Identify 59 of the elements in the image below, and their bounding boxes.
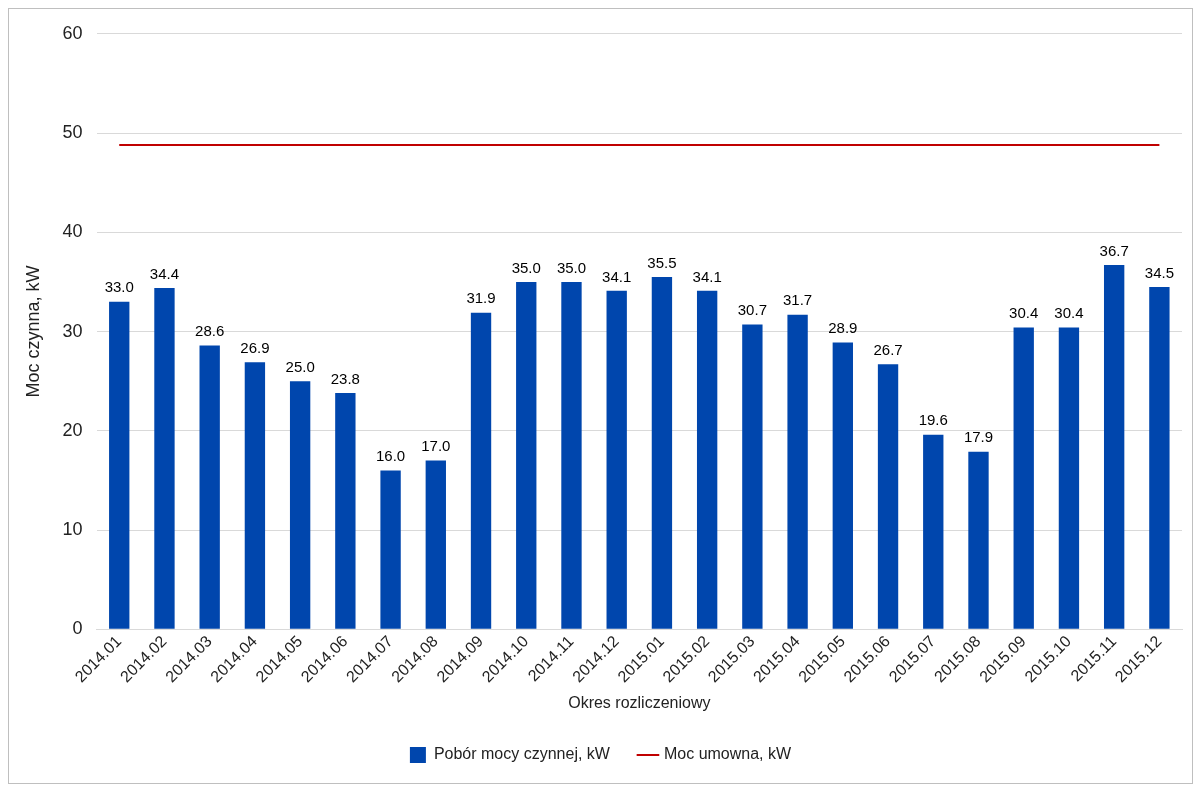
data-label: 34.1 xyxy=(602,267,632,285)
data-label: 34.5 xyxy=(1144,263,1174,281)
bar xyxy=(1103,265,1125,629)
data-label: 35.0 xyxy=(511,258,541,276)
bar xyxy=(787,314,808,629)
data-label: 23.8 xyxy=(330,369,360,387)
data-label: 35.5 xyxy=(647,253,677,271)
data-label: 16.0 xyxy=(375,447,406,465)
bar xyxy=(335,393,356,629)
bar xyxy=(923,434,944,629)
bar xyxy=(561,281,582,629)
bar xyxy=(1013,327,1034,629)
bar xyxy=(109,301,130,629)
data-label: 31.7 xyxy=(782,291,813,309)
bar xyxy=(470,312,492,629)
data-label: 17.0 xyxy=(421,437,451,455)
bar xyxy=(832,342,853,629)
data-label: 25.0 xyxy=(285,357,315,375)
data-label: 26.7 xyxy=(873,340,903,358)
y-tick-label: 0 xyxy=(72,618,83,639)
data-label: 33.0 xyxy=(104,278,134,296)
bar xyxy=(289,381,311,629)
bar xyxy=(968,451,989,629)
bar xyxy=(380,470,401,629)
bar xyxy=(425,460,446,629)
y-tick-label: 10 xyxy=(62,519,83,540)
bar xyxy=(1058,327,1080,629)
y-tick-label: 30 xyxy=(62,320,83,341)
bar xyxy=(154,287,175,629)
bar xyxy=(199,345,220,629)
bar xyxy=(516,281,537,629)
data-label: 30.4 xyxy=(1009,304,1039,322)
data-label: 28.9 xyxy=(828,319,858,337)
bar xyxy=(742,324,763,629)
data-label: 34.1 xyxy=(692,267,722,285)
bar xyxy=(651,276,673,629)
bar xyxy=(877,364,899,629)
y-tick-label: 20 xyxy=(62,419,83,440)
y-tick-label: 60 xyxy=(62,22,83,43)
data-label: 17.9 xyxy=(963,428,994,446)
bar xyxy=(244,362,266,629)
data-label: 19.6 xyxy=(918,411,948,429)
y-tick-label: 40 xyxy=(62,221,83,242)
data-label: 28.6 xyxy=(195,322,225,340)
legend-label: Moc umowna, kW xyxy=(663,745,792,763)
data-label: 35.0 xyxy=(556,258,587,276)
data-label: 26.9 xyxy=(240,338,270,356)
bar xyxy=(1149,286,1170,629)
data-label: 36.7 xyxy=(1099,241,1129,259)
legend-label: Pobór mocy czynnej, kW xyxy=(433,745,611,763)
data-label: 30.7 xyxy=(737,301,767,319)
x-axis-title: Okres rozliczeniowy xyxy=(568,693,711,711)
y-tick-label: 50 xyxy=(62,122,83,143)
data-label: 34.4 xyxy=(149,264,180,282)
y-axis-title: Moc czynna, kW xyxy=(22,265,43,398)
data-label: 30.4 xyxy=(1054,304,1084,322)
bar xyxy=(606,290,627,629)
bar xyxy=(696,290,718,629)
data-label: 31.9 xyxy=(466,289,496,307)
